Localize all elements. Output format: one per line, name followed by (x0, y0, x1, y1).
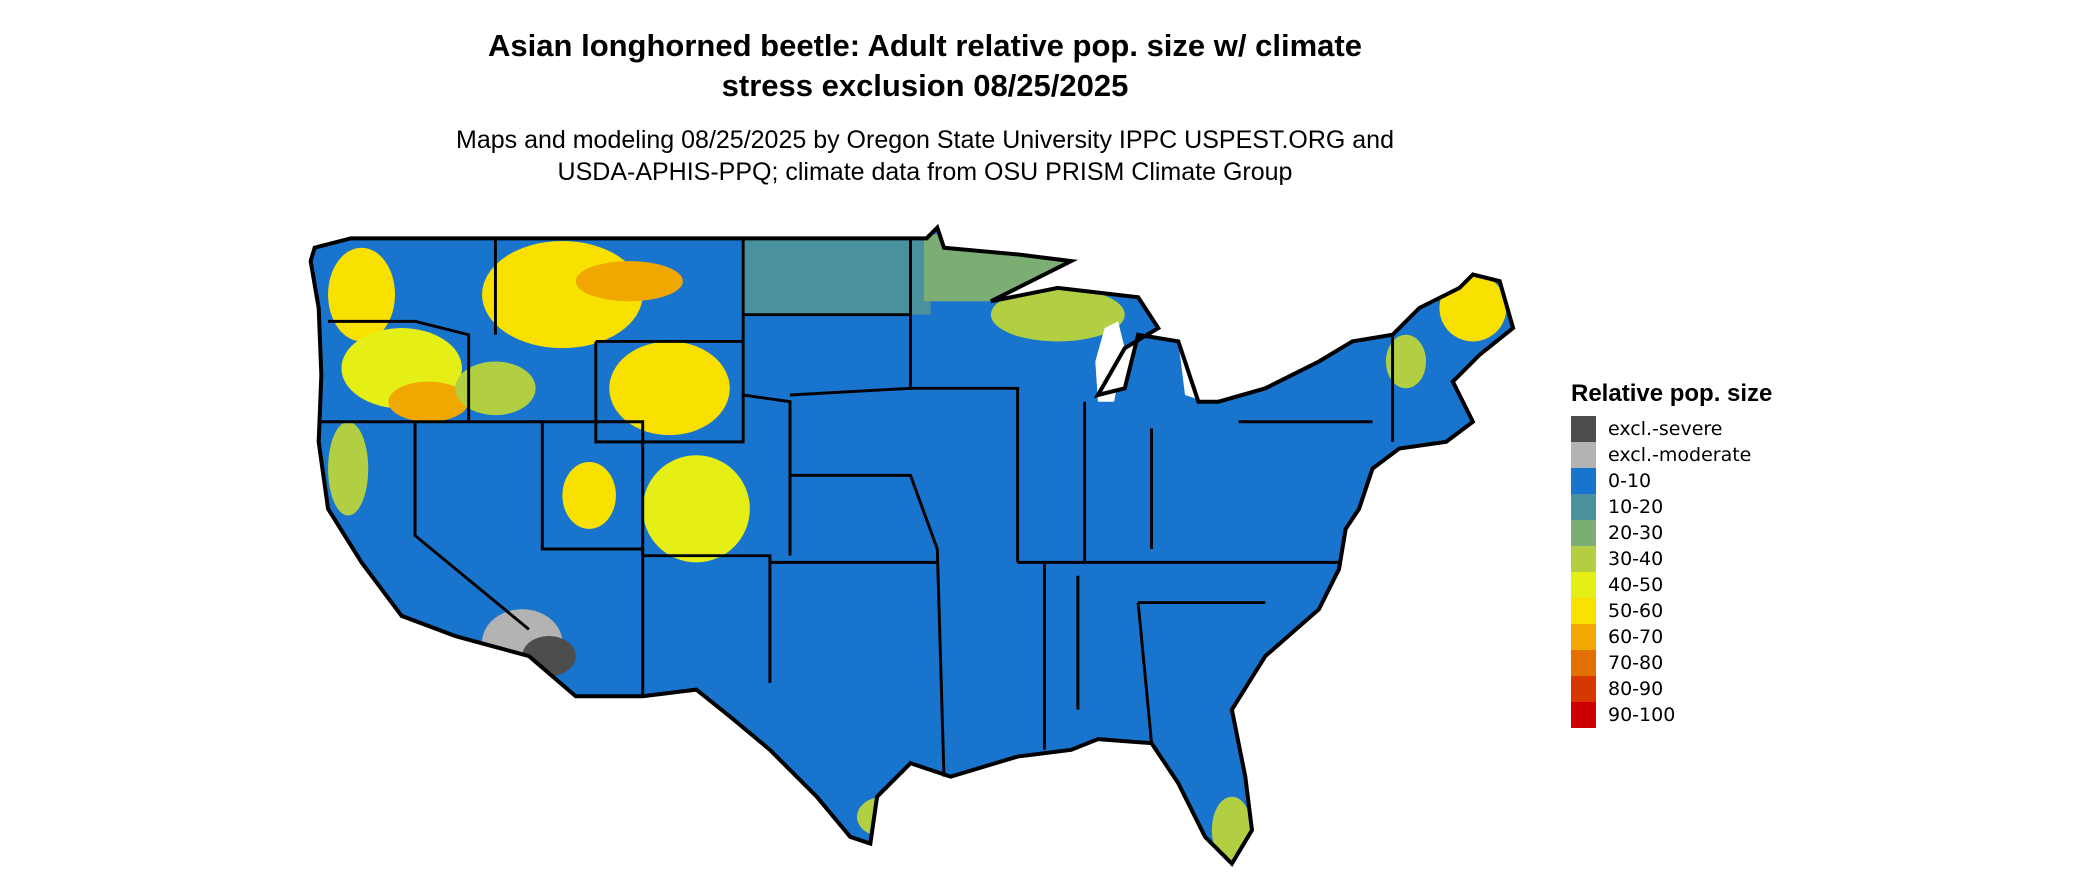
legend-label: 80-90 (1608, 678, 1664, 700)
patch-60-70-montana (575, 261, 683, 302)
legend-item: 50-60 (1571, 598, 1772, 624)
legend-swatch (1571, 702, 1596, 728)
legend-label: 0-10 (1608, 470, 1652, 492)
state-borders (311, 228, 1513, 864)
lake-michigan (1095, 321, 1125, 402)
legend-title: Relative pop. size (1571, 380, 1773, 407)
legend-swatch (1571, 572, 1596, 598)
legend-label: 10-20 (1608, 496, 1664, 518)
legend-label: excl.-moderate (1608, 444, 1752, 466)
patch-30-40-texas-coast (856, 796, 911, 837)
legend-item: 30-40 (1571, 546, 1772, 572)
map-title-line2: stress exclusion 08/25/2025 (721, 68, 1129, 103)
legend-swatch (1571, 676, 1596, 702)
legend-item: excl.-moderate (1571, 442, 1772, 468)
patch-30-40-california (328, 421, 369, 516)
legend-item: 0-10 (1571, 468, 1772, 494)
patch-60-70-oregon (388, 381, 469, 422)
legend-label: 70-80 (1608, 652, 1664, 674)
legend: Relative pop. size excl.-severe excl.-mod… (1571, 380, 1772, 728)
lake-erie-huron (1178, 341, 1212, 402)
legend-label: 20-30 (1608, 522, 1664, 544)
legend-item: 10-20 (1571, 494, 1772, 520)
legend-swatch (1571, 468, 1596, 494)
patch-50-60-wyoming (609, 341, 730, 436)
patch-10-20-north-dakota (743, 234, 931, 315)
legend-label: 90-100 (1608, 704, 1676, 726)
patch-30-40-great-lakes (990, 287, 1125, 342)
legend-item: 20-30 (1571, 520, 1772, 546)
legend-swatch (1571, 442, 1596, 468)
legend-swatch (1571, 520, 1596, 546)
legend-item: 80-90 (1571, 676, 1772, 702)
patch-30-40-new-england (1385, 334, 1427, 389)
legend-item: excl.-severe (1571, 416, 1772, 442)
legend-label: 50-60 (1608, 600, 1664, 622)
population-patches (328, 234, 1507, 864)
legend-label: 30-40 (1608, 548, 1664, 570)
legend-item: 60-70 (1571, 624, 1772, 650)
patch-40-50-colorado (642, 455, 750, 563)
map-title-line1: Asian longhorned beetle: Adult relative … (488, 28, 1362, 63)
legend-swatch (1571, 624, 1596, 650)
legend-swatch (1571, 598, 1596, 624)
legend-label: 60-70 (1608, 626, 1664, 648)
legend-item: 90-100 (1571, 702, 1772, 728)
patch-50-60-washington (328, 247, 396, 342)
patch-30-40-florida (1211, 796, 1252, 864)
map-subtitle-line1: Maps and modeling 08/25/2025 by Oregon S… (456, 126, 1394, 154)
legend-swatch (1571, 494, 1596, 520)
legend-item: 70-80 (1571, 650, 1772, 676)
legend-label: excl.-severe (1608, 418, 1723, 440)
legend-item: 40-50 (1571, 572, 1772, 598)
legend-swatch (1571, 416, 1596, 442)
map-subtitle-line2: USDA-APHIS-PPQ; climate data from OSU PR… (557, 158, 1293, 186)
legend-label: 40-50 (1608, 574, 1664, 596)
patch-50-60-maine (1439, 274, 1507, 342)
patch-50-60-utah (562, 461, 616, 529)
patch-30-40-idaho (455, 361, 536, 416)
legend-swatch (1571, 650, 1596, 676)
legend-swatch (1571, 546, 1596, 572)
